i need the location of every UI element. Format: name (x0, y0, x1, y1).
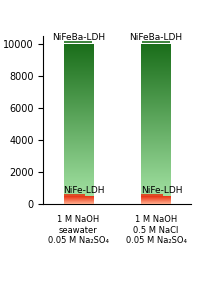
Text: NiFeBa-LDH: NiFeBa-LDH (52, 33, 105, 42)
Text: 1 M NaOH
seawater
0.05 M Na₂SO₄: 1 M NaOH seawater 0.05 M Na₂SO₄ (48, 215, 109, 245)
Text: 1 M NaOH
0.5 M NaCl
0.05 M Na₂SO₄: 1 M NaOH 0.5 M NaCl 0.05 M Na₂SO₄ (126, 215, 187, 245)
Text: NiFe-LDH: NiFe-LDH (64, 186, 105, 195)
Text: NiFe-LDH: NiFe-LDH (141, 186, 183, 195)
Text: NiFeBa-LDH: NiFeBa-LDH (130, 33, 183, 42)
